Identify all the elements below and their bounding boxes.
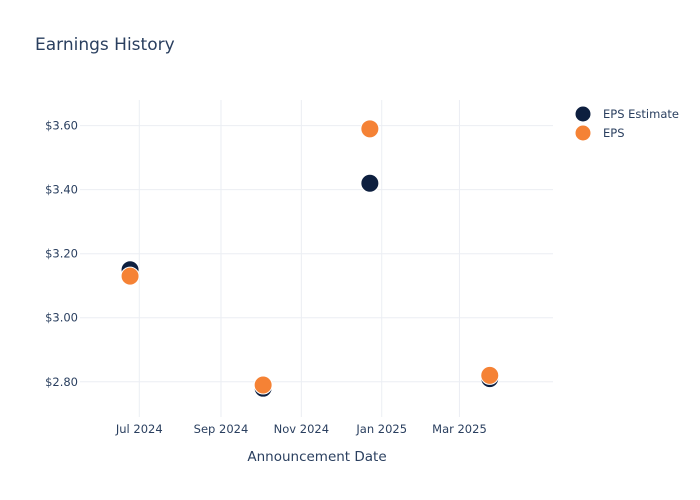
x-tick-label: Jan 2025	[355, 422, 407, 436]
y-tick-label: $3.00	[45, 311, 78, 325]
eps-estimate-point	[360, 173, 380, 193]
grid	[80, 100, 553, 417]
chart-title: Earnings History	[35, 35, 175, 55]
x-tick-label: Jul 2024	[115, 422, 163, 436]
legend-label: EPS Estimate	[603, 107, 679, 121]
x-tick-label: Nov 2024	[274, 422, 329, 436]
legend-marker	[574, 105, 592, 123]
y-tick-label: $3.40	[45, 183, 78, 197]
y-axis-ticks: $2.80 $3.00 $3.20 $3.40 $3.60	[45, 119, 78, 389]
x-axis-title: Announcement Date	[247, 449, 386, 465]
legend: EPS Estimate EPS	[574, 105, 679, 142]
x-axis-ticks: Jul 2024 Sep 2024 Nov 2024 Jan 2025 Mar 2025	[115, 422, 487, 436]
y-tick-label: $2.80	[45, 375, 78, 389]
legend-marker	[574, 124, 592, 142]
data-points	[120, 119, 500, 398]
eps-point	[360, 119, 380, 139]
y-tick-label: $3.20	[45, 247, 78, 261]
x-tick-label: Sep 2024	[194, 422, 249, 436]
eps-point	[480, 365, 500, 385]
x-tick-label: Mar 2025	[432, 422, 487, 436]
eps-point	[120, 266, 140, 286]
legend-label: EPS	[603, 126, 625, 140]
eps-point	[253, 375, 273, 395]
y-tick-label: $3.60	[45, 119, 78, 133]
